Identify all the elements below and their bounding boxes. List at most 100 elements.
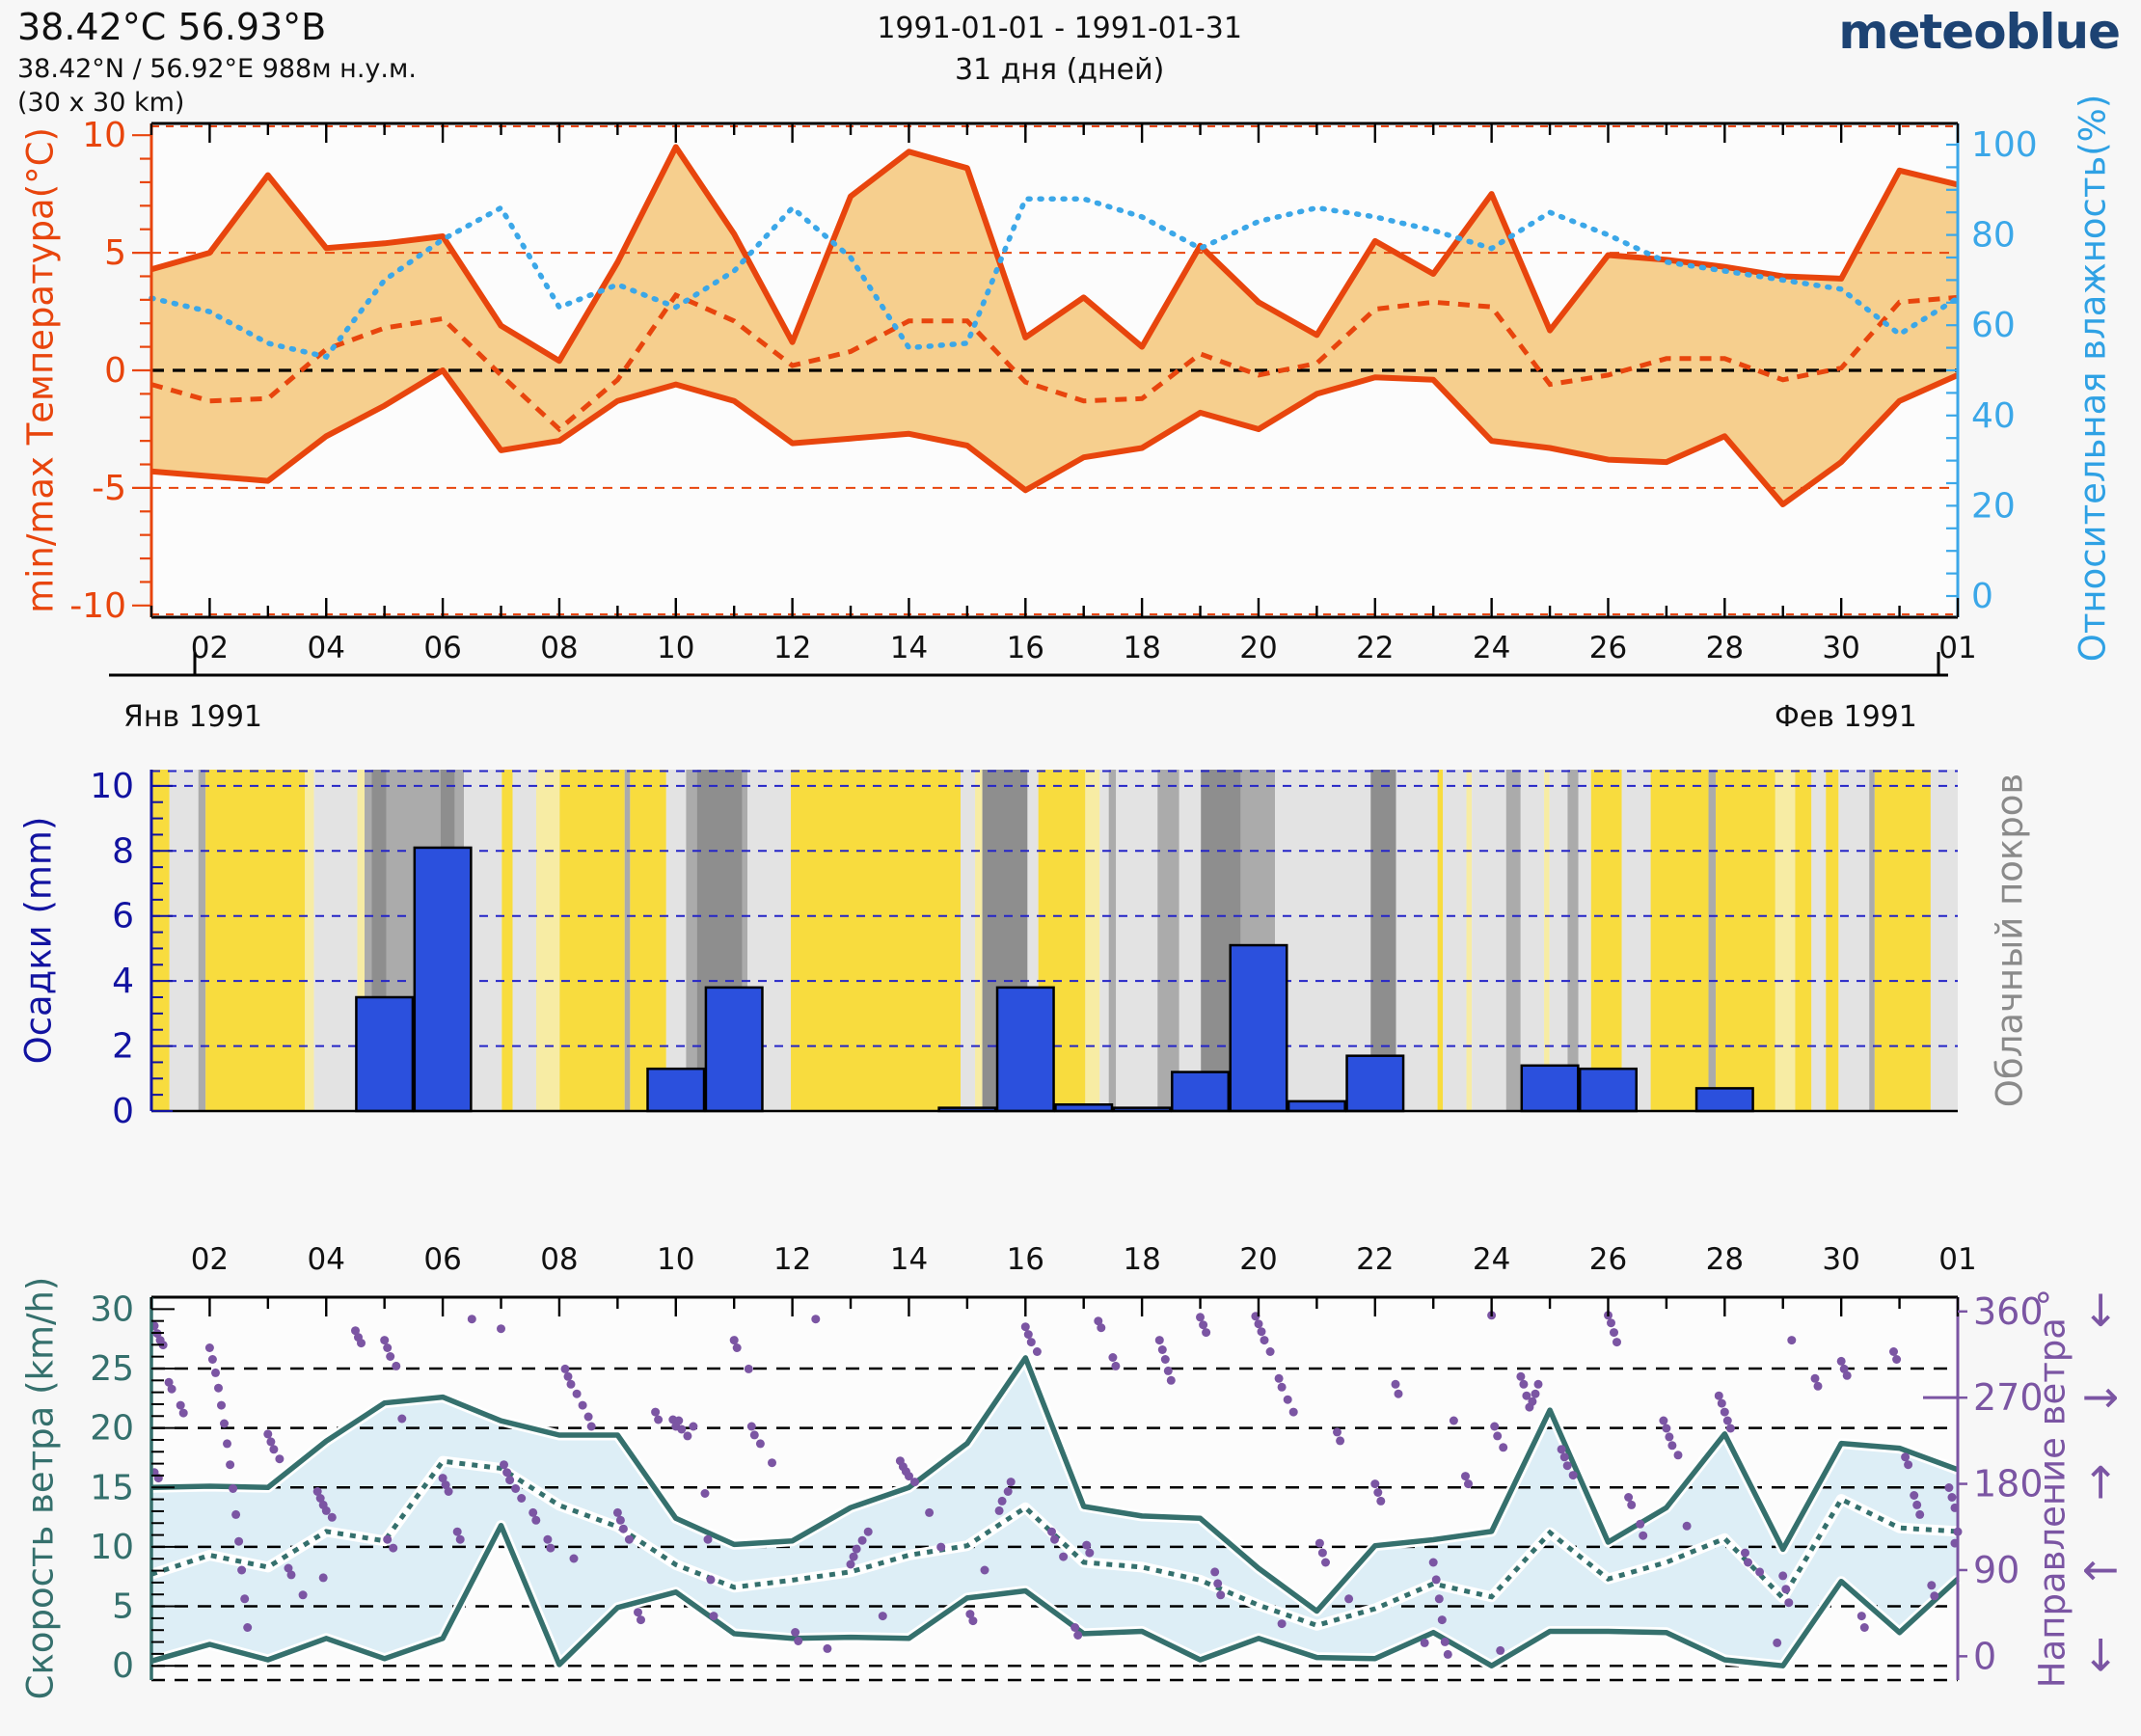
precip-bar	[1578, 1067, 1638, 1113]
header-location-block: 38.42°С 56.93°В 38.42°N / 56.92°E 988м н…	[17, 6, 417, 118]
cloud-stripe	[198, 770, 206, 1111]
cloud-stripe	[559, 770, 625, 1111]
cloud-stripe	[1795, 770, 1812, 1111]
cloud-stripe	[742, 770, 748, 1111]
day-label: 18	[1123, 1242, 1160, 1277]
precip-bar	[1520, 1064, 1580, 1113]
wind-direction-scatter	[149, 1311, 1963, 1659]
direction-tick-label: 360	[1973, 1290, 2044, 1333]
cloud-stripe	[630, 770, 666, 1111]
day-label: 14	[890, 631, 928, 665]
day-label: 24	[1473, 631, 1510, 665]
precip-tick-label: 10	[90, 767, 134, 806]
direction-tick-label: 0	[1973, 1635, 1996, 1677]
day-label: 04	[308, 1242, 345, 1277]
day-label: 08	[540, 631, 578, 665]
cloud-stripe	[1472, 770, 1506, 1111]
timeline-month-end: Фев 1991	[1775, 700, 1917, 734]
day-label: 02	[191, 1242, 229, 1277]
day-label: 02	[191, 631, 229, 665]
cloud-stripe	[1716, 770, 1775, 1111]
wind-tick-label: 15	[90, 1468, 134, 1507]
direction-arrow-icon: ↑	[2082, 1457, 2120, 1509]
cloud-stripe	[501, 770, 513, 1111]
cloud-stripe	[1179, 770, 1202, 1111]
cloud-stripe	[365, 770, 372, 1111]
temp-tick-label: -5	[92, 469, 126, 508]
cloud-stripe	[151, 770, 170, 1111]
day-label: 06	[423, 1242, 461, 1277]
day-label: 22	[1356, 1242, 1394, 1277]
cloud-stripe	[1099, 770, 1109, 1111]
temp-tick-label: 10	[82, 116, 126, 155]
direction-arrow-icon: ↓	[2082, 1629, 2120, 1681]
location-title: 38.42°С 56.93°В	[17, 6, 327, 48]
precip-bar	[704, 986, 764, 1113]
cloud-stripe	[1370, 770, 1396, 1111]
precip-bar	[355, 995, 415, 1113]
direction-tick-label: 180	[1973, 1463, 2044, 1505]
cloud-stripe	[1116, 770, 1158, 1111]
cloud-stripe	[791, 770, 962, 1111]
precip-tick-label: 8	[112, 831, 134, 871]
month-timeline	[109, 652, 1948, 677]
day-label: 30	[1822, 631, 1859, 665]
cloud-stripe	[1549, 770, 1568, 1111]
humidity-line	[149, 196, 1961, 361]
location-grid-area: (30 x 30 km)	[17, 88, 185, 118]
day-label: 01	[1938, 631, 1976, 665]
wind-tick-label: 5	[112, 1587, 134, 1627]
cloud-stripe	[1650, 770, 1709, 1111]
cloud-stripe	[961, 770, 976, 1111]
cloud-stripe	[1108, 770, 1117, 1111]
direction-tick-label: 270	[1973, 1376, 2044, 1419]
cloud-stripe	[535, 770, 560, 1111]
cloud-stripe	[1396, 770, 1438, 1111]
location-coordinates: 38.42°N / 56.92°E 988м н.у.м.	[17, 54, 417, 84]
wind-tick-label: 20	[90, 1409, 134, 1449]
day-label: 14	[890, 1242, 928, 1277]
day-label: 16	[1007, 1242, 1044, 1277]
timeline-month-start: Янв 1991	[123, 700, 263, 734]
day-label: 12	[773, 631, 811, 665]
precip-tick-label: 6	[112, 897, 134, 936]
t-mean-line	[150, 291, 1959, 433]
day-label: 06	[423, 631, 461, 665]
precip-bar	[646, 1067, 706, 1113]
day-label: 22	[1356, 631, 1394, 665]
cloud-stripe	[1027, 770, 1039, 1111]
precip-bar	[1345, 1054, 1405, 1113]
precipitation-chart: 10 8 6 4 2 0	[90, 767, 1958, 1131]
date-range: 1991-01-01 - 1991-01-31	[877, 12, 1242, 45]
day-label: 20	[1239, 631, 1277, 665]
precip-tick-label: 4	[112, 962, 134, 1001]
cloud-stripe	[1930, 770, 1958, 1111]
cloud-stripe	[1520, 770, 1545, 1111]
day-label: 30	[1822, 1242, 1859, 1277]
cloud-stripe	[1621, 770, 1651, 1111]
wind-tick-label: 10	[90, 1528, 134, 1567]
day-label: 04	[308, 631, 345, 665]
day-label: 20	[1239, 1242, 1277, 1277]
precip-bar	[1287, 1099, 1346, 1113]
cloud-stripe	[665, 770, 687, 1111]
humidity-tick-label: 20	[1971, 486, 2016, 526]
cloud-stripe	[1590, 770, 1622, 1111]
humidity-tick-label: 80	[1971, 216, 2016, 256]
temp-tick-label: -10	[69, 586, 126, 626]
direction-arrow-icon: ←	[2082, 1543, 2120, 1595]
precip-bar	[1229, 943, 1288, 1113]
cloud-stripe	[357, 770, 366, 1111]
day-label: 10	[657, 1242, 694, 1277]
humidity-tick-label: 60	[1971, 306, 2016, 345]
wind-chart: 02 04 06 08 10 12 14 16 18 20 22 24 26 28 30 01 30 25 20 15…	[90, 1242, 2119, 1686]
cloud-stripe	[512, 770, 536, 1111]
cloud-stripe	[1567, 770, 1579, 1111]
cloud-stripe	[1838, 770, 1870, 1111]
temp-minmax-band	[151, 147, 1958, 504]
temp-tick-label: 5	[104, 233, 126, 273]
day-label: 26	[1589, 631, 1627, 665]
humidity-tick-label: 100	[1971, 125, 2038, 165]
